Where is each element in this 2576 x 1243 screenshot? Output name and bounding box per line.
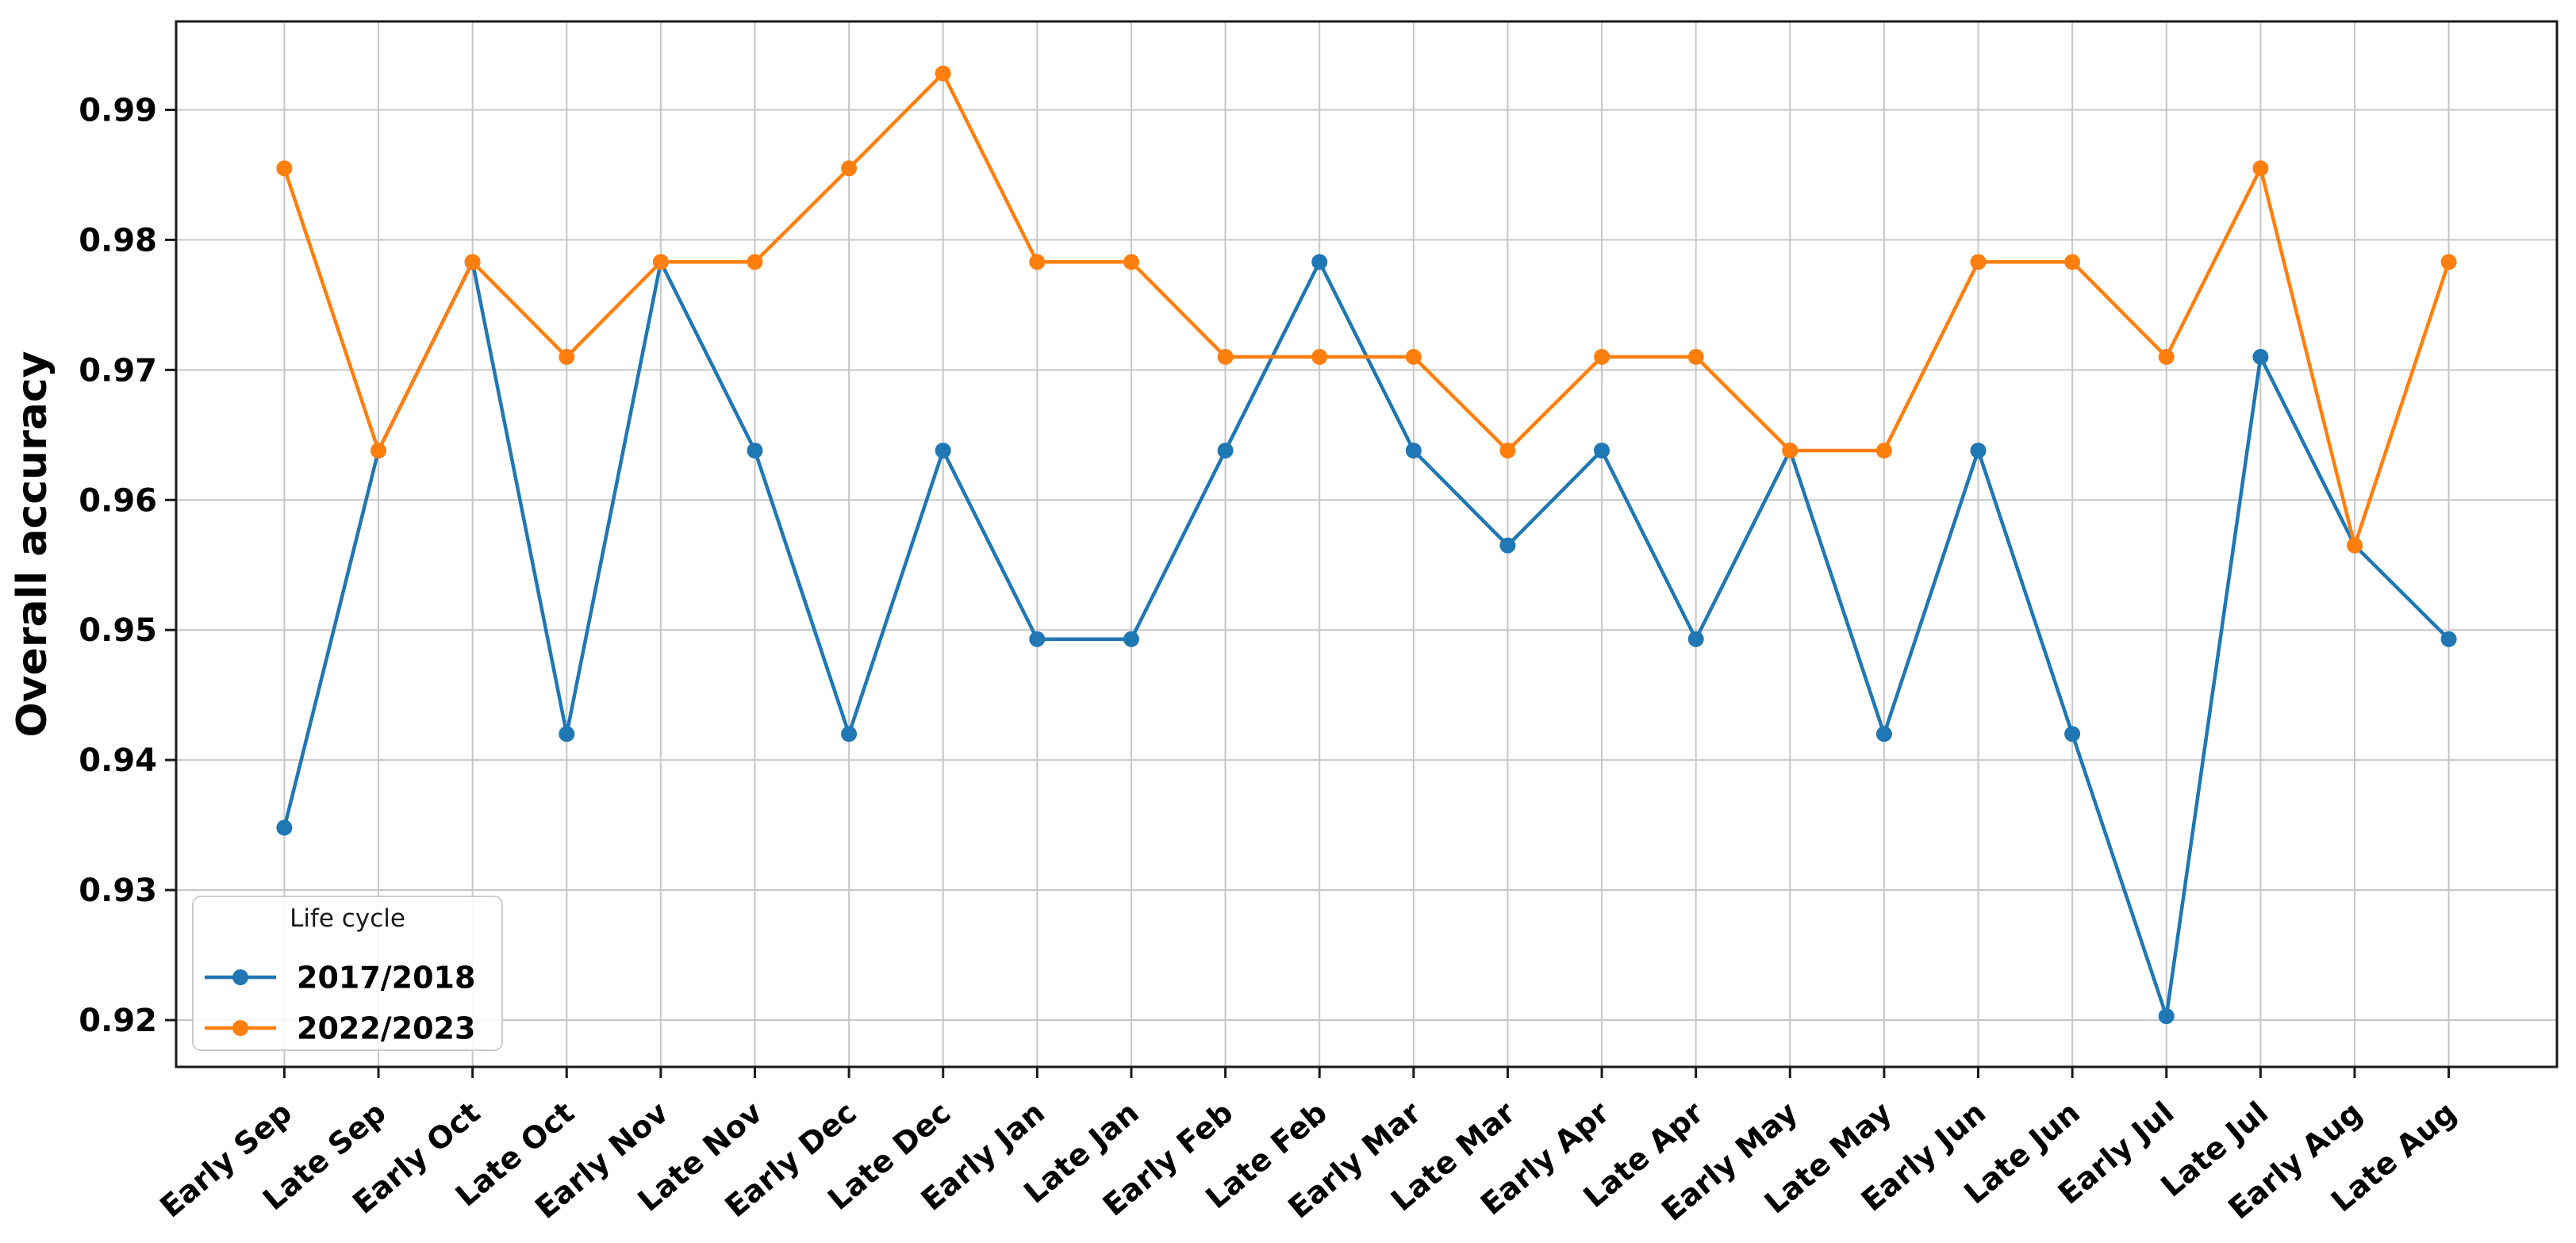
axes-spines (175, 20, 2559, 1068)
y-tick-label: 0.99 (79, 92, 157, 129)
data-point (1405, 443, 1422, 458)
data-point (276, 160, 293, 177)
data-point (2252, 160, 2269, 177)
data-point (2158, 348, 2175, 365)
data-point (1311, 348, 1328, 365)
data-point (2347, 537, 2363, 554)
data-point (1970, 254, 1987, 270)
legend-entry: 2017/2018 (205, 960, 475, 995)
data-point (1123, 254, 1139, 270)
data-point (2440, 254, 2457, 270)
y-tick-label: 0.92 (79, 1003, 157, 1039)
data-point (841, 160, 858, 177)
data-point (559, 348, 575, 365)
data-point (747, 254, 763, 270)
tick-marks (165, 108, 2451, 1078)
series-2022-2023 (276, 65, 2457, 554)
data-point (1217, 348, 1234, 365)
data-point (2064, 254, 2081, 270)
data-point (1594, 348, 1610, 365)
data-point (464, 254, 481, 270)
data-point (1499, 443, 1516, 458)
data-point (1123, 631, 1139, 647)
legend-title: Life cycle (290, 904, 405, 933)
y-tick-label: 0.93 (79, 873, 157, 909)
data-point (2158, 1008, 2175, 1025)
data-point (841, 726, 858, 742)
data-point (559, 726, 575, 742)
data-point (1594, 443, 1610, 458)
data-point (2440, 631, 2457, 647)
legend-entry-label: 2017/2018 (297, 960, 475, 995)
data-point (1029, 631, 1046, 647)
data-point (2252, 348, 2269, 365)
data-point (1311, 254, 1328, 270)
data-point (935, 443, 951, 458)
legend-box (192, 896, 503, 1051)
data-point (1970, 443, 1987, 458)
y-tick-labels: 0.92 0.93 0.94 0.95 0.96 0.97 0.98 0.99 (79, 92, 157, 1039)
data-point (1875, 726, 1892, 742)
legend-entry-label: 2022/2023 (297, 1011, 475, 1045)
data-point (1687, 631, 1704, 647)
data-point (1217, 443, 1234, 458)
data-point (1029, 254, 1046, 270)
data-point (747, 443, 763, 458)
y-tick-label: 0.95 (79, 612, 157, 649)
data-point (370, 443, 386, 458)
y-axis-label: Overall accuracy (9, 351, 56, 737)
series-line (282, 71, 2451, 547)
legend-marker (232, 1020, 248, 1036)
data-point (276, 819, 293, 836)
data-point (1405, 348, 1422, 365)
y-tick-label: 0.97 (79, 352, 157, 389)
y-tick-label: 0.98 (79, 222, 157, 259)
data-point (1687, 348, 1704, 365)
legend: Life cycle 2017/2018 2022/2023 (192, 896, 503, 1051)
y-tick-label: 0.94 (79, 742, 157, 779)
data-point (935, 65, 951, 82)
data-point (652, 254, 669, 270)
data-point (2064, 726, 2081, 742)
gridlines (176, 21, 2557, 1067)
y-tick-label: 0.96 (79, 482, 157, 519)
data-point (1499, 537, 1516, 554)
data-point (1875, 443, 1892, 458)
legend-marker (232, 969, 248, 985)
data-point (1782, 443, 1799, 458)
legend-entry: 2022/2023 (205, 1011, 475, 1045)
